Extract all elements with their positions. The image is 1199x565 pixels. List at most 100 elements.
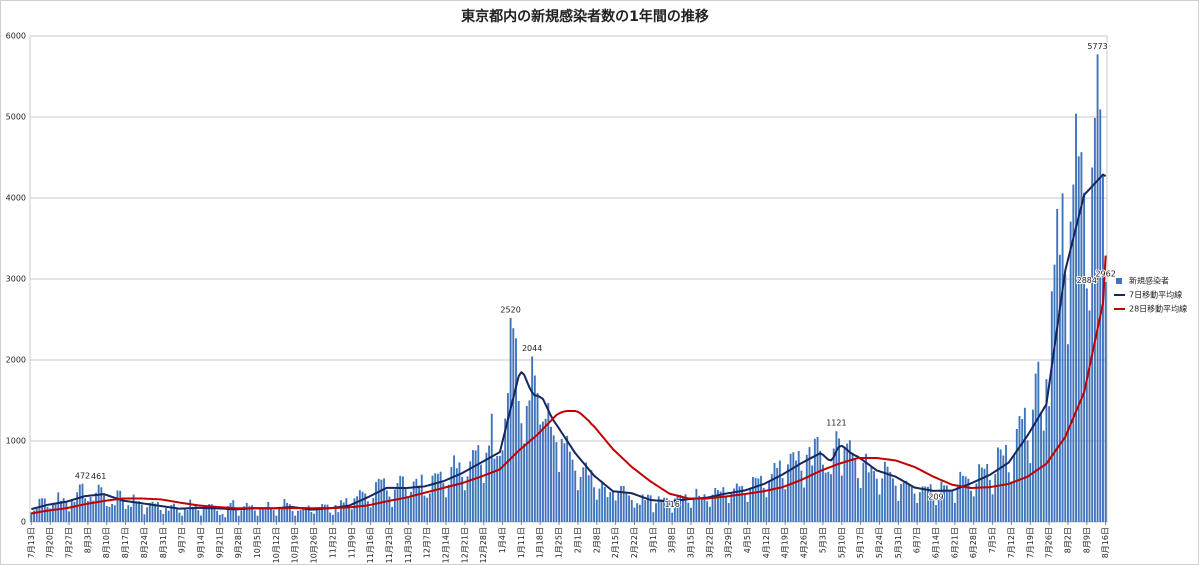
bar (162, 513, 165, 522)
bar (867, 472, 870, 522)
bar (111, 504, 114, 522)
bar (690, 507, 692, 522)
x-tick-label: 3月8日 (668, 527, 677, 553)
bar (1053, 264, 1056, 522)
bar (345, 498, 348, 522)
bar (299, 509, 302, 522)
bar (916, 502, 919, 522)
bar (563, 443, 566, 522)
bar (404, 488, 407, 522)
bar (552, 435, 555, 522)
bar (113, 505, 116, 522)
bar (388, 496, 391, 522)
bar (854, 459, 857, 522)
x-tick-label: 2月22日 (630, 527, 639, 558)
bar (86, 501, 89, 522)
bar (463, 490, 466, 522)
bar (426, 497, 429, 522)
bar (57, 492, 60, 522)
bar (614, 500, 617, 522)
bar (1013, 454, 1016, 522)
bar (924, 486, 927, 522)
bar (208, 504, 210, 522)
bar (105, 506, 108, 522)
bar (385, 490, 388, 522)
bar (781, 478, 784, 522)
bar (33, 510, 35, 522)
bar (676, 494, 679, 522)
bar (843, 447, 846, 522)
x-tick-label: 1月18日 (536, 527, 545, 558)
bar (1026, 440, 1029, 522)
x-tick-label: 4月5日 (743, 527, 752, 553)
x-tick-label: 9月28日 (234, 527, 243, 558)
bar (1069, 221, 1072, 523)
legend-label: 28日移動平均線 (1129, 304, 1187, 314)
data-label: 2044 (522, 344, 542, 353)
bar (668, 502, 671, 522)
bar (805, 454, 808, 522)
bar (795, 460, 797, 522)
bar (393, 489, 396, 522)
bar (652, 512, 655, 522)
legend-label: 新規感染者 (1129, 276, 1169, 286)
bar (477, 445, 480, 522)
bar (638, 504, 641, 522)
bar (655, 503, 657, 522)
bar (498, 455, 501, 522)
bar (894, 485, 897, 522)
bar (997, 447, 999, 522)
bar (824, 472, 827, 522)
bar (78, 484, 81, 522)
bar (218, 514, 221, 522)
bar (130, 506, 132, 522)
bar (396, 483, 399, 522)
bar (496, 456, 499, 522)
bar (571, 459, 574, 522)
bar (1007, 472, 1010, 522)
bar (819, 450, 822, 522)
bar (865, 453, 867, 522)
bar (68, 511, 70, 522)
bar (323, 504, 326, 522)
bar (278, 508, 280, 522)
bar (808, 447, 811, 522)
bar (832, 448, 835, 522)
y-tick-label: 6000 (6, 32, 26, 41)
x-tick-label: 4月19日 (781, 527, 790, 558)
bar (730, 492, 733, 522)
bar (830, 474, 832, 522)
bar (1064, 274, 1067, 522)
bar (294, 515, 297, 522)
bar (70, 500, 73, 522)
x-tick-label: 5月3日 (818, 527, 827, 553)
bar (873, 471, 876, 522)
bar (248, 506, 251, 522)
chart-title: 東京都内の新規感染者数の1年間の推移 (461, 8, 709, 25)
bar (681, 497, 684, 522)
bar (458, 462, 461, 522)
bar (886, 466, 889, 522)
bar (568, 451, 571, 522)
x-tick-label: 1月25日 (555, 527, 564, 558)
bar (326, 504, 329, 522)
bar (991, 494, 994, 522)
bar (590, 470, 593, 522)
bar (353, 498, 356, 522)
bar (948, 490, 951, 522)
x-tick-label: 4月26日 (800, 527, 809, 558)
bar (846, 443, 849, 522)
bar (261, 508, 264, 522)
bar (601, 482, 604, 522)
bar (1029, 463, 1032, 522)
bar (1083, 192, 1086, 523)
bar (644, 500, 647, 522)
bar (1010, 481, 1013, 522)
bar (237, 515, 240, 522)
bar (121, 500, 124, 522)
bar (60, 500, 62, 522)
bar-series (30, 54, 1107, 523)
y-tick-label: 3000 (6, 275, 26, 284)
bar (703, 494, 706, 522)
bar (706, 501, 709, 522)
